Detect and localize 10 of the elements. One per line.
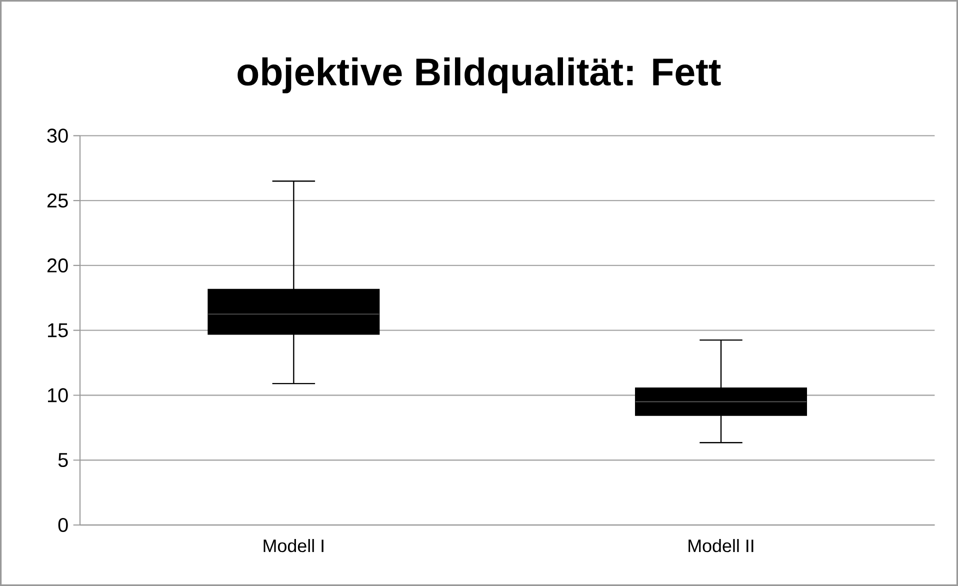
y-tick-label: 0 xyxy=(58,518,68,532)
x-tick-label: Modell I xyxy=(264,539,324,552)
y-tick-label: 5 xyxy=(58,453,68,468)
y-tick-label: 30 xyxy=(47,128,68,143)
chart-title: objektive Bildqualität: Fett xyxy=(238,57,721,94)
y-tick-label: 10 xyxy=(48,388,68,402)
x-tick-label: Modell II xyxy=(688,539,754,552)
y-tick-label: 20 xyxy=(47,258,68,272)
y-tick-label: 25 xyxy=(47,193,68,208)
y-tick-label: 15 xyxy=(48,323,68,338)
